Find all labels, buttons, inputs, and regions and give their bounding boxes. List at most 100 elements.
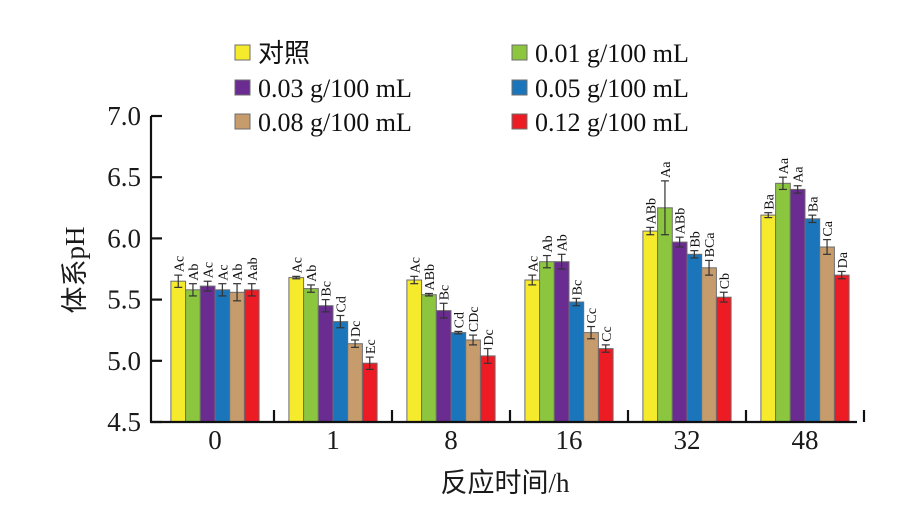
significance-label-32h-series-4: BCa xyxy=(703,232,718,258)
bar-32h-series-4 xyxy=(701,267,717,423)
legend: 对照 0.01 g/100 mL 0.03 g/100 mL 0.05 g/10… xyxy=(234,39,689,137)
error-bar-32h-series-1 xyxy=(660,180,669,236)
significance-label-1h-series-2: Bc xyxy=(320,281,335,297)
significance-label-48h-series-2: Aa xyxy=(792,166,807,183)
significance-label-32h-series-0: ABb xyxy=(644,198,659,224)
legend-item-0-01: 0.01 g/100 mL xyxy=(511,39,689,68)
significance-label-0h-series-5: Aab xyxy=(246,257,261,280)
error-bar-1h-series-3 xyxy=(336,314,345,329)
legend-swatch-control xyxy=(234,44,251,61)
bar-1h-series-1 xyxy=(303,288,319,423)
significance-label-32h-series-5: Cb xyxy=(718,273,733,289)
significance-label-32h-series-3: Bb xyxy=(688,231,703,247)
significance-label-48h-series-1: Aa xyxy=(777,157,792,174)
significance-label-8h-series-1: ABb xyxy=(423,264,438,290)
error-bar-8h-series-1 xyxy=(424,292,433,297)
error-bar-16h-series-5 xyxy=(601,344,610,353)
error-bar-0h-series-4 xyxy=(233,283,242,302)
error-bar-48h-series-1 xyxy=(778,176,787,191)
x-axis-title: 反应时间/h xyxy=(440,468,570,498)
error-bar-32h-series-0 xyxy=(646,226,655,236)
error-bar-1h-series-1 xyxy=(306,284,315,293)
x-tick-label-16: 16 xyxy=(556,425,583,455)
legend-label-0-01: 0.01 g/100 mL xyxy=(535,39,689,68)
error-bar-0h-series-1 xyxy=(188,283,197,297)
bar-32h-series-2 xyxy=(671,241,688,423)
legend-swatch-0-12 xyxy=(511,113,528,130)
bar-8h-series-1 xyxy=(421,294,437,423)
y-axis-title: 体系pH xyxy=(60,227,90,314)
error-bar-32h-series-5 xyxy=(719,291,728,303)
bar-32h-series-1 xyxy=(657,207,673,423)
x-tick-label-48: 48 xyxy=(792,425,819,455)
bar-32h-series-3 xyxy=(686,253,703,423)
bar-1h-series-2 xyxy=(317,305,334,423)
bar-48h-series-4 xyxy=(819,246,835,423)
significance-label-0h-series-2: Ac xyxy=(202,262,217,278)
x-tick-label-1: 1 xyxy=(326,425,340,455)
significance-label-48h-series-0: Ba xyxy=(762,193,777,209)
significance-label-8h-series-4: CDc xyxy=(467,306,482,332)
legend-swatch-0-01 xyxy=(511,44,528,61)
bar-16h-series-4 xyxy=(583,332,599,423)
significance-label-0h-series-3: Ac xyxy=(216,264,231,280)
error-bar-1h-series-2 xyxy=(321,299,330,313)
significance-label-16h-series-1: Ab xyxy=(541,235,556,252)
bar-32h-series-5 xyxy=(715,296,732,423)
y-tick-label-6.0: 6.0 xyxy=(107,223,141,253)
significance-label-16h-series-2: Ab xyxy=(556,234,571,251)
significance-label-0h-series-0: Ac xyxy=(172,256,187,272)
error-bar-8h-series-2 xyxy=(439,302,448,319)
error-bar-16h-series-0 xyxy=(528,274,537,286)
bar-48h-series-3 xyxy=(804,218,821,423)
bar-32h-series-0 xyxy=(642,230,659,423)
bar-16h-series-2 xyxy=(553,261,570,423)
axes-layer xyxy=(149,116,857,424)
significance-label-16h-series-3: Bc xyxy=(570,280,585,296)
significance-label-48h-series-4: Ca xyxy=(821,220,836,236)
bar-1h-series-5 xyxy=(361,362,378,423)
bar-0h-series-0 xyxy=(170,280,187,423)
error-bar-8h-series-3 xyxy=(454,330,463,335)
bar-8h-series-0 xyxy=(406,279,423,423)
error-bar-0h-series-0 xyxy=(174,274,183,288)
legend-label-0-03: 0.03 g/100 mL xyxy=(258,74,412,103)
legend-label-0-08: 0.08 g/100 mL xyxy=(258,108,412,137)
significance-label-1h-series-1: Ab xyxy=(305,265,320,282)
error-bar-8h-series-5 xyxy=(483,347,492,364)
bar-1h-series-3 xyxy=(332,321,349,423)
error-bar-1h-series-5 xyxy=(365,356,374,370)
bar-0h-series-4 xyxy=(229,291,245,423)
x-tick-label-32: 32 xyxy=(674,425,701,455)
error-bar-0h-series-2 xyxy=(203,280,212,292)
error-bar-48h-series-0 xyxy=(764,212,773,219)
significance-label-32h-series-2: ABb xyxy=(674,208,689,234)
bar-48h-series-2 xyxy=(789,188,806,423)
bar-0h-series-2 xyxy=(199,285,216,423)
significance-label-8h-series-2: Bc xyxy=(438,285,453,301)
y-ticks-layer: 4.5 5.0 5.5 6.0 6.5 7.0 xyxy=(107,101,162,437)
legend-label-0-05: 0.05 g/100 mL xyxy=(535,74,689,103)
bar-1h-series-4 xyxy=(347,343,363,423)
significance-label-16h-series-0: Ac xyxy=(526,256,541,272)
bar-48h-series-5 xyxy=(833,274,850,423)
bar-16h-series-1 xyxy=(539,261,555,423)
bar-0h-series-5 xyxy=(243,289,260,423)
significance-label-48h-series-3: Ba xyxy=(806,196,821,212)
significance-label-16h-series-4: Cc xyxy=(585,308,600,324)
error-bar-48h-series-2 xyxy=(793,185,802,194)
significance-label-1h-series-0: Ac xyxy=(290,257,305,273)
error-bar-16h-series-3 xyxy=(572,297,581,307)
significance-label-8h-series-3: Cd xyxy=(452,312,467,328)
error-bars-layer xyxy=(174,176,846,370)
error-bar-48h-series-3 xyxy=(808,214,817,224)
error-bar-8h-series-0 xyxy=(410,275,419,285)
x-tick-label-0: 0 xyxy=(208,425,222,455)
error-bar-0h-series-5 xyxy=(247,283,256,297)
error-bar-1h-series-4 xyxy=(351,339,360,348)
legend-label-control: 对照 xyxy=(258,39,310,68)
significance-label-8h-series-5: Dc xyxy=(482,329,497,345)
significance-label-1h-series-5: Ec xyxy=(364,339,379,354)
bar-8h-series-5 xyxy=(479,355,496,423)
